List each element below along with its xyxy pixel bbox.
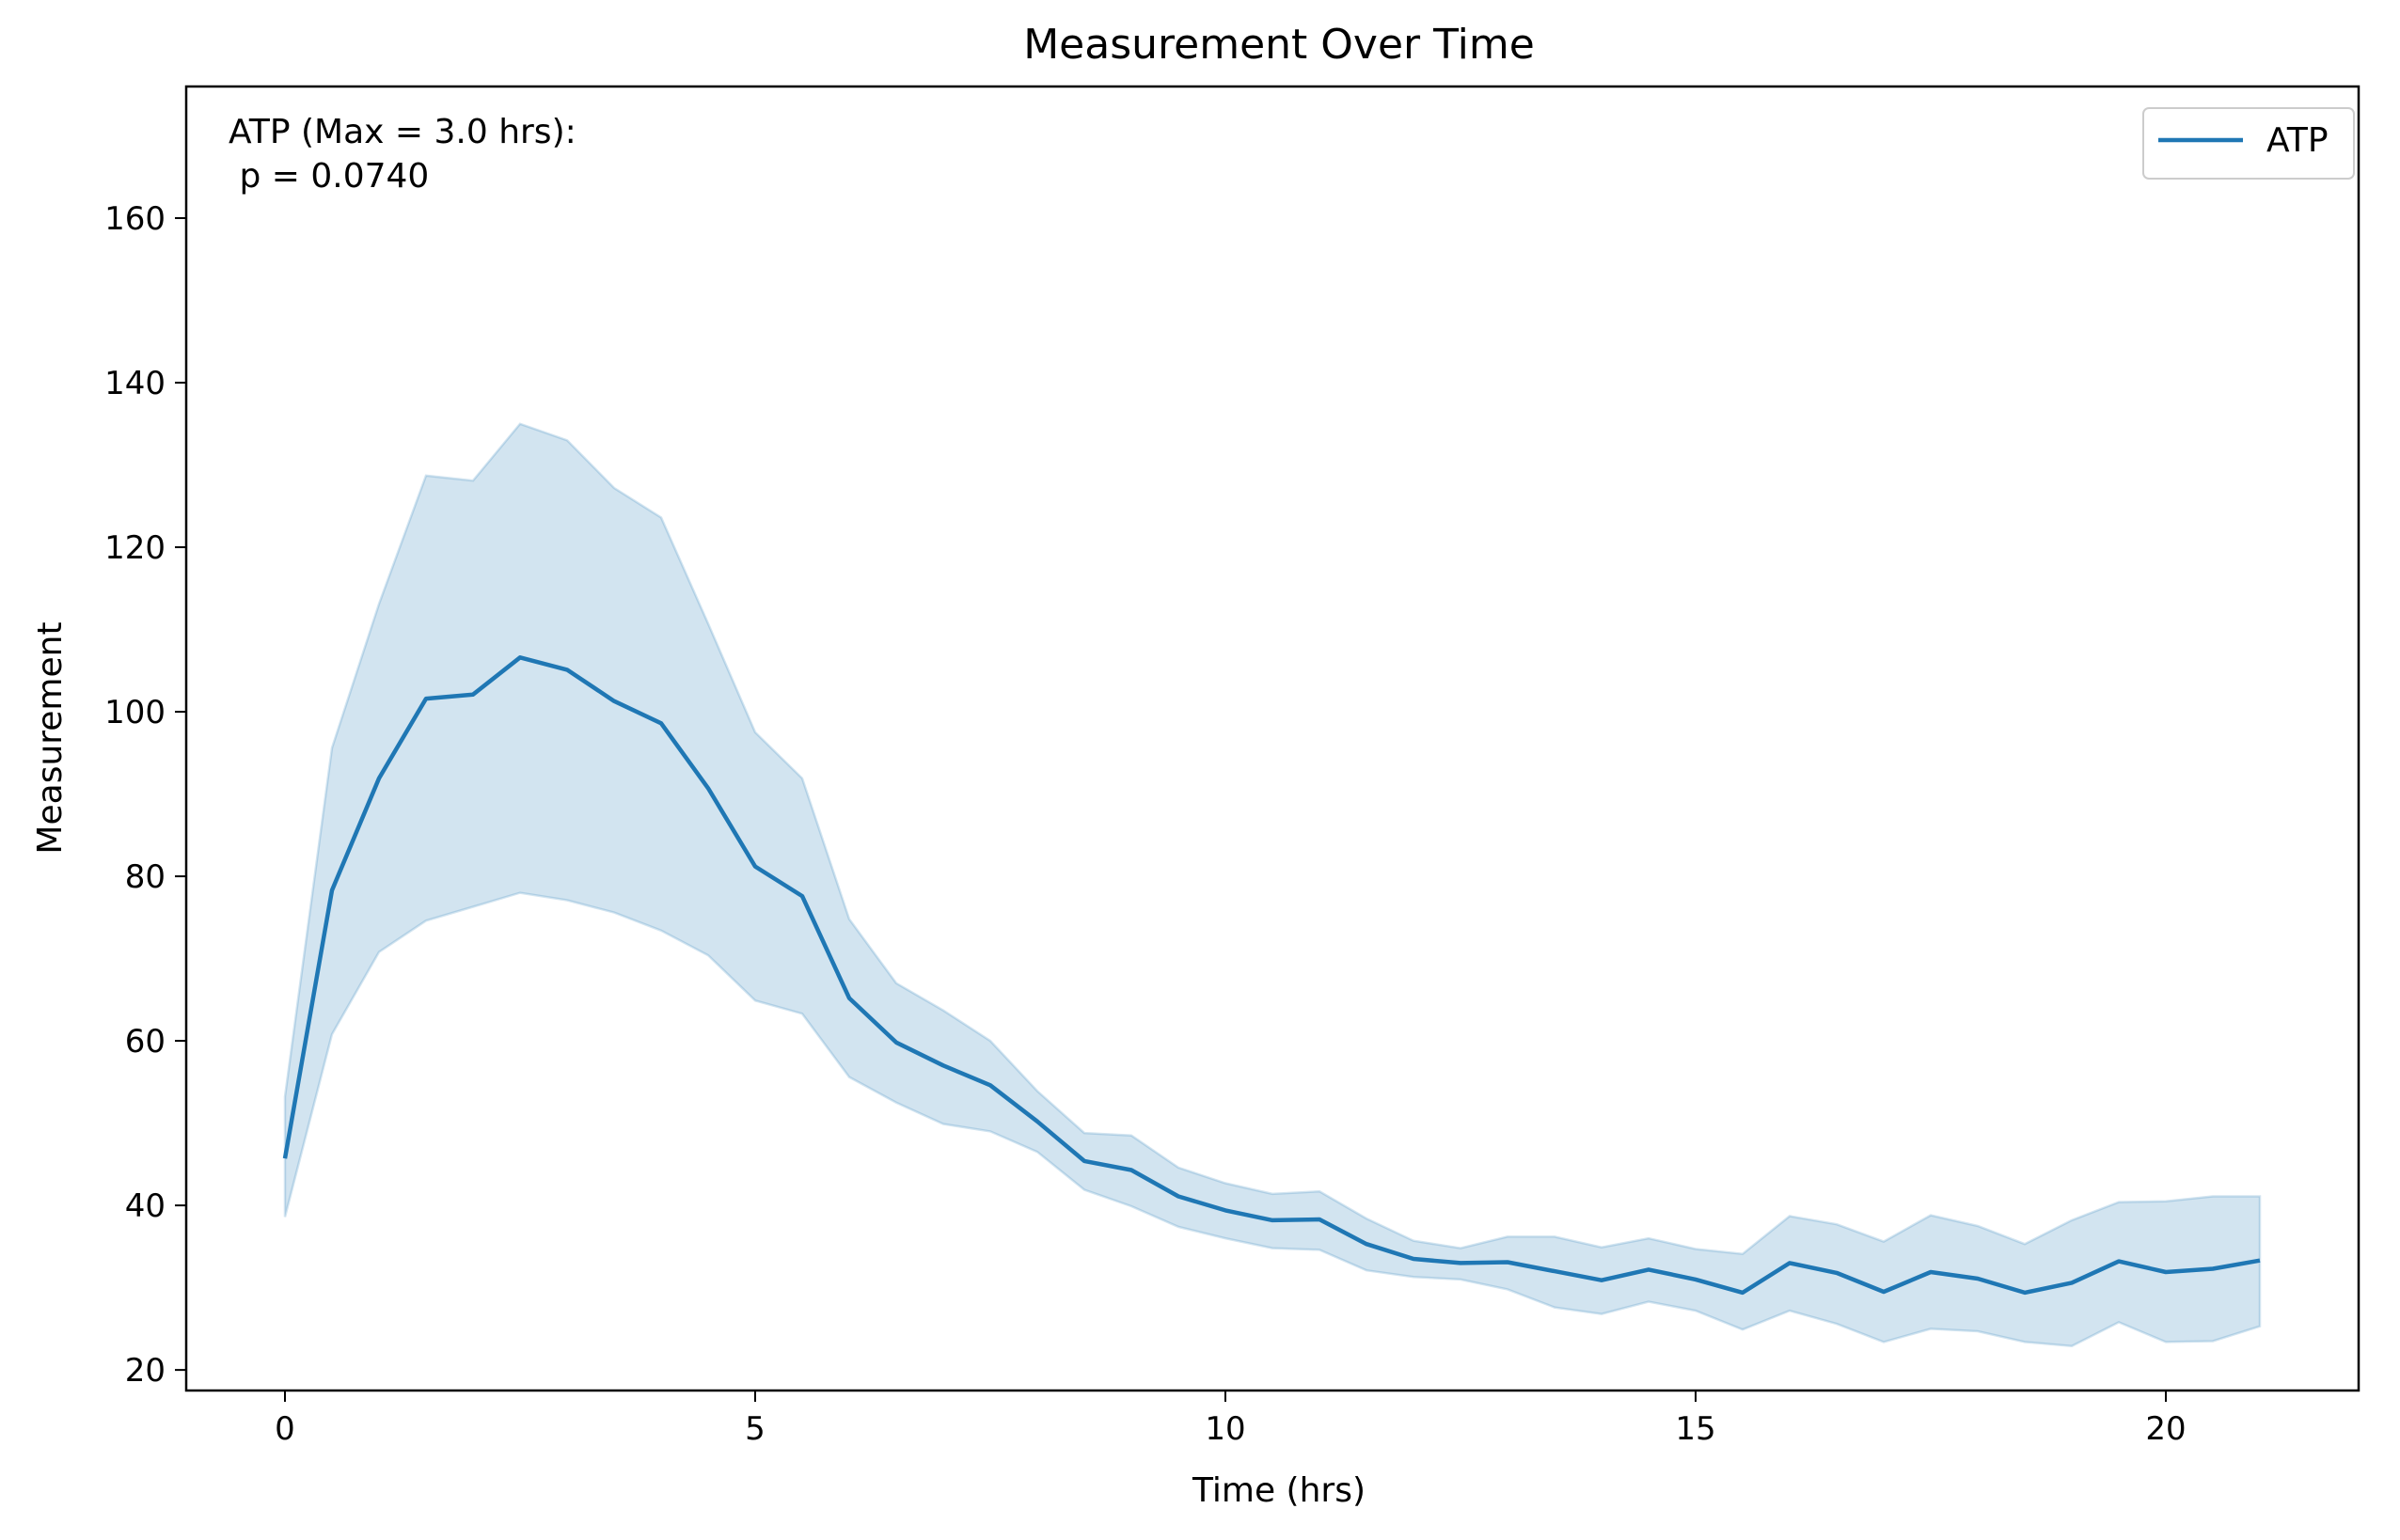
legend: ATP: [2142, 107, 2355, 180]
y-tick-label: 40: [125, 1187, 166, 1225]
y-tick-label: 160: [104, 200, 166, 238]
plot-frame: [184, 85, 2361, 1392]
y-tick-label: 60: [125, 1023, 166, 1061]
x-tick-label: 10: [1205, 1410, 1245, 1448]
y-tick-label: 100: [104, 694, 166, 731]
legend-box: [2142, 107, 2355, 180]
axes: 0 5 10 15 20 20 40 60 80 100 120 140 160: [104, 200, 2187, 1448]
y-axis-label: Measurement: [31, 621, 70, 854]
confidence-band-atp: [283, 422, 2262, 1347]
x-tick-label: 0: [275, 1410, 295, 1448]
x-tick-label: 5: [745, 1410, 766, 1448]
plot-area: [282, 422, 2262, 1347]
y-tick-label: 140: [104, 365, 166, 402]
y-tick-label: 120: [104, 529, 166, 567]
x-tick-label: 15: [1675, 1410, 1715, 1448]
legend-label-atp: ATP: [2266, 121, 2329, 160]
annotation-line1: ATP (Max = 3.0 hrs):: [229, 113, 576, 151]
x-axis-label: Time (hrs): [1192, 1471, 1366, 1510]
series-line-atp: [282, 655, 2261, 1296]
y-tick-label: 80: [125, 858, 166, 896]
chart-title: Measurement Over Time: [1023, 21, 1535, 69]
x-tick-label: 20: [2145, 1410, 2186, 1448]
y-tick-label: 20: [125, 1352, 166, 1390]
annotation-line2: p = 0.0740: [229, 157, 429, 196]
